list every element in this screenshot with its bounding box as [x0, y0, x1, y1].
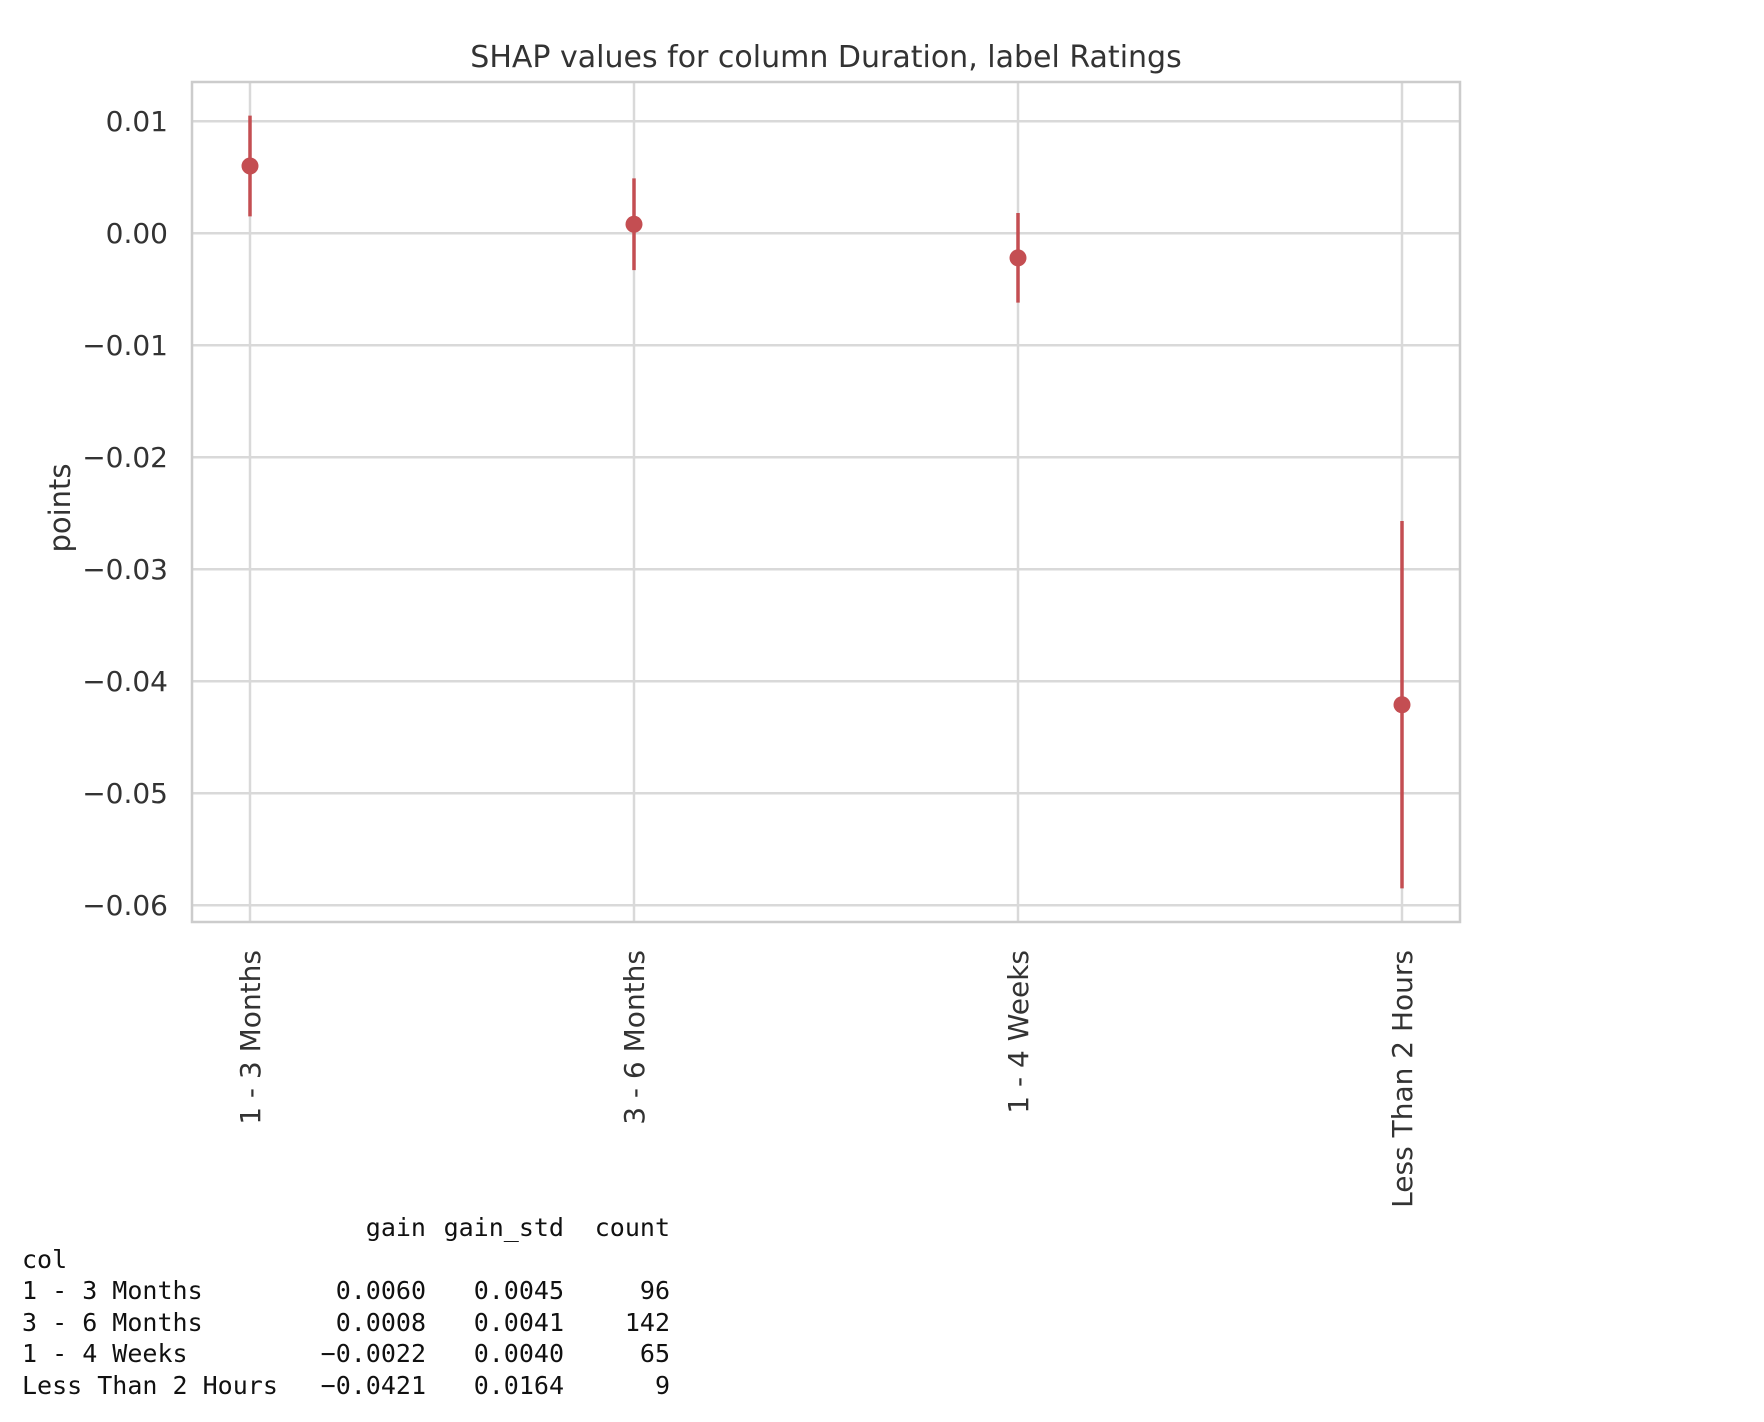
gain-table: gain gain_std count col 1 - 3 Months 0.0… — [22, 1212, 670, 1401]
data-point — [241, 157, 259, 175]
plot-frame — [190, 80, 1462, 924]
y-tick-label: −0.04 — [82, 665, 168, 698]
x-tick-labels: 1 - 3 Months 3 - 6 Months 1 - 4 Weeks Less … — [234, 950, 1419, 1208]
y-tick-label: −0.06 — [82, 889, 168, 922]
table-header-gain: gain — [365, 1213, 426, 1242]
y-tick-label: −0.02 — [82, 441, 168, 474]
data-point — [1009, 249, 1027, 267]
table-header-index — [22, 1212, 288, 1244]
table-cell-col: 1 - 4 Weeks — [22, 1339, 188, 1368]
error-bars — [248, 115, 1404, 889]
data-points — [241, 157, 1411, 714]
table-cell-count: 65 — [639, 1339, 670, 1368]
table-cell-col: Less Than 2 Hours — [22, 1370, 278, 1400]
shap-chart: SHAP values for column Duration, label R… — [43, 40, 1462, 1208]
table-cell-gain-std: 0.0164 — [473, 1370, 564, 1400]
x-tick-label: 1 - 4 Weeks — [1002, 950, 1035, 1114]
data-point — [1393, 696, 1411, 714]
x-gridlines — [248, 82, 1404, 922]
y-axis-label: points — [43, 463, 77, 552]
table-cell-gain-std: 0.0041 — [473, 1307, 564, 1337]
table-row: Less Than 2 Hours −0.0421 0.0164 9 — [22, 1370, 670, 1402]
chart-title: SHAP values for column Duration, label R… — [470, 40, 1181, 75]
table-index-name-row: col — [22, 1244, 670, 1276]
table-cell-col: 3 - 6 Months — [22, 1307, 203, 1337]
x-tick-label: Less Than 2 Hours — [1386, 950, 1419, 1208]
table-cell-gain-std: 0.0040 — [473, 1339, 564, 1368]
table-cell-gain: 0.0008 — [335, 1307, 426, 1337]
table-cell-count: 142 — [624, 1307, 670, 1337]
table-header-row: gain gain_std count — [22, 1212, 670, 1244]
table-header-gain-std: gain_std — [443, 1213, 564, 1242]
y-tick-label: −0.05 — [82, 777, 168, 810]
table-cell-gain: −0.0022 — [320, 1339, 426, 1368]
table-index-name: col — [22, 1244, 68, 1274]
y-gridlines — [192, 119, 1460, 907]
table-row: 3 - 6 Months 0.0008 0.0041 142 — [22, 1307, 670, 1339]
table-row: 1 - 4 Weeks −0.0022 0.0040 65 — [22, 1338, 670, 1370]
table-cell-col: 1 - 3 Months — [22, 1276, 203, 1305]
table-cell-count: 96 — [639, 1276, 670, 1305]
table-cell-gain: 0.0060 — [335, 1276, 426, 1305]
y-tick-label: −0.03 — [82, 553, 168, 586]
data-point — [625, 215, 643, 233]
x-tick-label: 3 - 6 Months — [618, 950, 651, 1125]
table-cell-gain: −0.0421 — [320, 1370, 426, 1400]
table-cell-count: 9 — [654, 1370, 670, 1400]
y-tick-label: 0.01 — [106, 105, 168, 138]
y-tick-labels: 0.01 0.00 −0.01 −0.02 −0.03 −0.04 −0.05 −0.06 — [82, 105, 168, 922]
x-tick-label: 1 - 3 Months — [234, 950, 267, 1125]
table-row: 1 - 3 Months 0.0060 0.0045 96 — [22, 1275, 670, 1307]
y-tick-label: −0.01 — [82, 329, 168, 362]
y-tick-label: 0.00 — [106, 217, 168, 250]
table-header-count: count — [594, 1213, 670, 1242]
table-cell-gain-std: 0.0045 — [473, 1276, 564, 1305]
